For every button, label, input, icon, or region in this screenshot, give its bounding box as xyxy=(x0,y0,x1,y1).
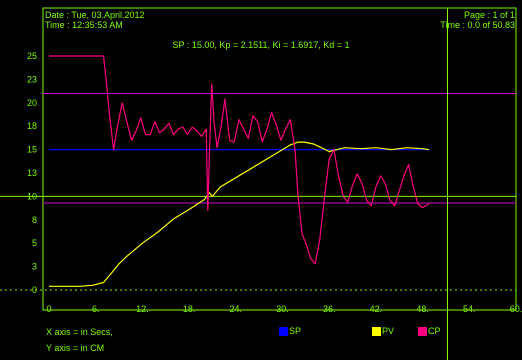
header-left: Date : Tue, 03.April.2012 Time : 12:35:5… xyxy=(45,10,145,30)
y-tick-label-8: 8 xyxy=(32,215,37,225)
legend-sp-label: SP xyxy=(289,326,302,336)
y-axis-note: Y axis = in CM xyxy=(46,343,105,353)
y-tick-label-15: 15 xyxy=(27,145,37,155)
legend-pv: PV xyxy=(372,326,394,336)
y-tick-label-20: 20 xyxy=(27,98,37,108)
legend-sp: SP xyxy=(279,326,301,336)
x-tick-label-4: 24. xyxy=(230,304,243,314)
y-tick-label-3: 3 xyxy=(32,262,37,272)
time-range-label: Time : 0.0 of 50.83 xyxy=(440,20,515,30)
x-tick-label-10: 60. xyxy=(510,304,522,314)
x-tick-label-5: 30. xyxy=(276,304,289,314)
y-tick-label-0: 0 xyxy=(32,285,37,295)
y-tick-label-5: 5 xyxy=(32,238,37,248)
pid-params-label: SP : 15.00, Kp = 2.1511, Ki = 1.6917, Kd… xyxy=(172,40,350,50)
y-tick-label-10: 10 xyxy=(27,191,37,201)
series-line-cp xyxy=(49,55,430,265)
x-tick-label-6: 36. xyxy=(323,304,336,314)
sp-swatch xyxy=(279,326,288,336)
plot-frame xyxy=(42,7,517,311)
x-tick-label-3: 18. xyxy=(183,304,196,314)
y-tick-label-18: 18 xyxy=(27,121,37,131)
time-label: Time : 12:35:53 AM xyxy=(45,20,123,30)
pv-swatch xyxy=(372,326,381,336)
date-label: Date : Tue, 03.April.2012 xyxy=(45,10,145,20)
x-tick-label-7: 42. xyxy=(370,304,383,314)
x-tick-label-1: 6. xyxy=(92,304,100,314)
cp-swatch xyxy=(418,326,427,336)
series-line-pv xyxy=(49,141,429,287)
y-tick-label-25: 25 xyxy=(27,51,37,61)
y-tick-label-13: 13 xyxy=(27,168,37,178)
x-tick-label-2: 12. xyxy=(136,304,149,314)
legend-cp: CP xyxy=(418,326,441,336)
legend-cp-label: CP xyxy=(428,326,441,336)
x-tick-label-8: 48. xyxy=(416,304,429,314)
legend-pv-label: PV xyxy=(382,326,395,336)
x-tick-label-0: 0 xyxy=(46,304,51,314)
y-tick-label-23: 23 xyxy=(27,74,37,84)
x-axis-note: X axis = in Secs, xyxy=(46,327,113,337)
page-label: Page : 1 of 1 xyxy=(463,10,515,20)
x-tick-label-9: 54. xyxy=(463,304,476,314)
header-right: Page : 1 of 1 Time : 0.0 of 50.83 xyxy=(440,10,515,30)
